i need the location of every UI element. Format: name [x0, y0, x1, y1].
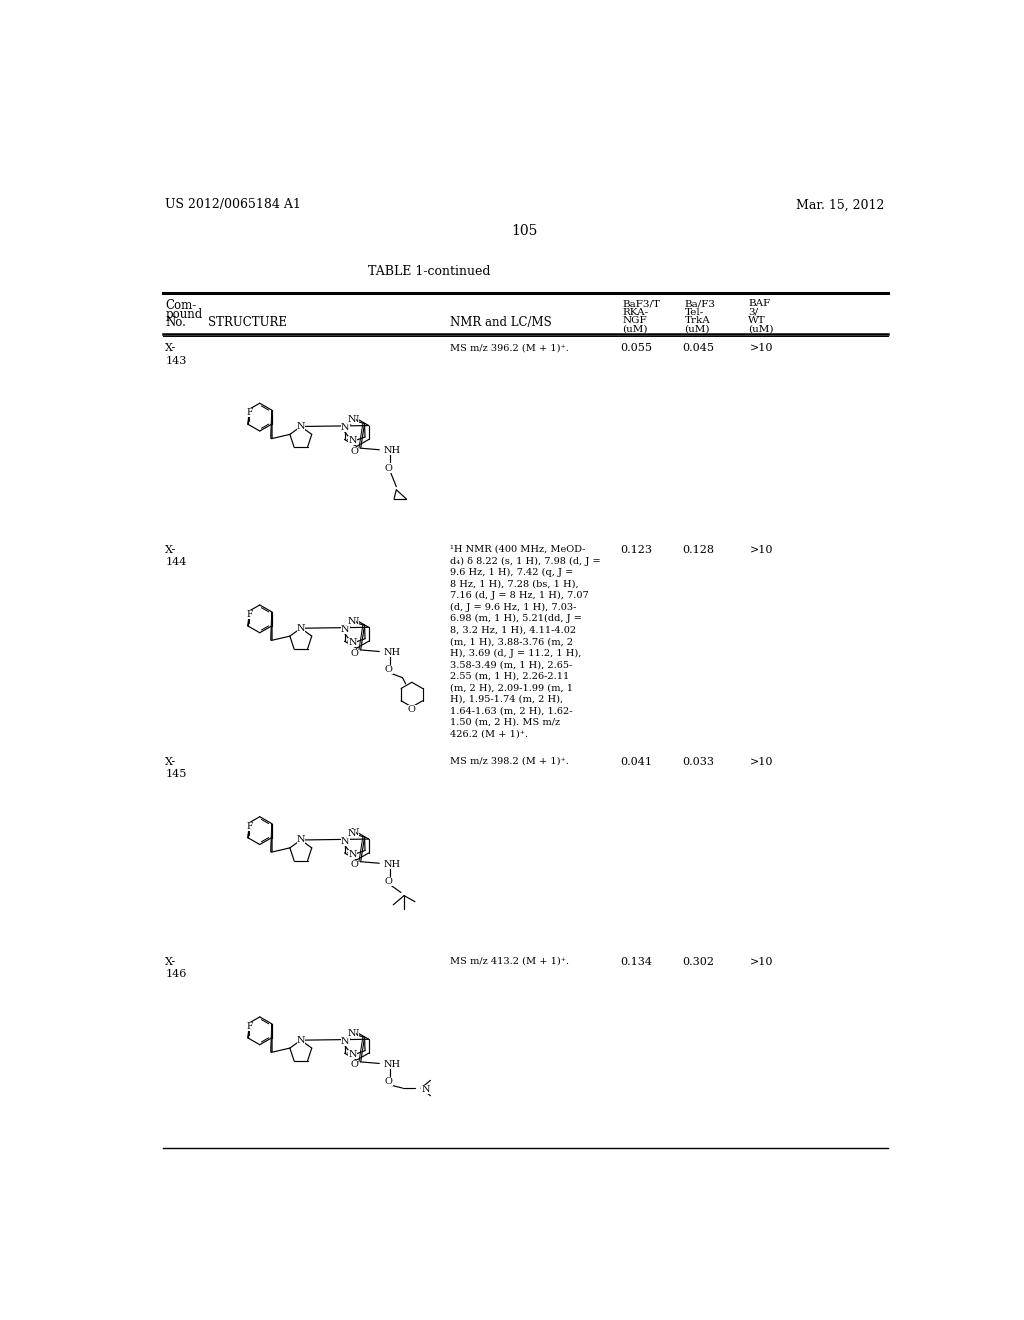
Text: N: N — [348, 850, 356, 859]
Text: N: N — [348, 638, 356, 647]
Text: NH: NH — [384, 1060, 401, 1069]
Text: 0.041: 0.041 — [621, 756, 652, 767]
Text: 0.123: 0.123 — [621, 545, 652, 554]
Text: 0.055: 0.055 — [621, 343, 652, 354]
Text: N: N — [351, 1028, 359, 1038]
Text: N: N — [348, 1049, 356, 1059]
Text: N: N — [421, 1085, 430, 1094]
Text: Ba/F3: Ba/F3 — [684, 300, 716, 309]
Text: US 2012/0065184 A1: US 2012/0065184 A1 — [165, 198, 301, 211]
Text: BAF: BAF — [748, 300, 770, 309]
Text: F: F — [247, 408, 253, 417]
Text: N: N — [348, 437, 356, 445]
Text: STRUCTURE: STRUCTURE — [208, 317, 287, 329]
Text: 3/: 3/ — [748, 308, 758, 317]
Text: ¹H NMR (400 MHz, MeOD-
d₄) δ 8.22 (s, 1 H), 7.98 (d, J =
9.6 Hz, 1 H), 7.42 (q, : ¹H NMR (400 MHz, MeOD- d₄) δ 8.22 (s, 1 … — [450, 545, 600, 738]
Text: WT: WT — [748, 317, 766, 325]
Text: N: N — [351, 829, 359, 837]
Text: O: O — [350, 861, 358, 870]
Text: X-
144: X- 144 — [165, 545, 186, 568]
Text: N: N — [347, 618, 355, 626]
Text: N: N — [341, 626, 349, 634]
Text: RKA-: RKA- — [623, 308, 648, 317]
Text: >10: >10 — [751, 957, 774, 966]
Text: O: O — [350, 648, 358, 657]
Text: 0.128: 0.128 — [682, 545, 715, 554]
Text: X-
143: X- 143 — [165, 343, 186, 366]
Text: 105: 105 — [512, 224, 538, 238]
Text: NH: NH — [384, 446, 401, 455]
Text: TrkA: TrkA — [684, 317, 711, 325]
Text: N: N — [351, 414, 359, 424]
Text: Mar. 15, 2012: Mar. 15, 2012 — [796, 198, 885, 211]
Text: N: N — [297, 836, 305, 845]
Text: 0.033: 0.033 — [682, 756, 715, 767]
Text: O: O — [408, 705, 416, 714]
Text: >10: >10 — [751, 343, 774, 354]
Text: (uM): (uM) — [684, 325, 710, 334]
Text: Com-: Com- — [165, 300, 197, 313]
Text: >10: >10 — [751, 545, 774, 554]
Text: N: N — [341, 837, 349, 846]
Text: MS m/z 398.2 (M + 1)⁺.: MS m/z 398.2 (M + 1)⁺. — [450, 756, 568, 766]
Text: NH: NH — [384, 648, 401, 657]
Text: (uM): (uM) — [623, 325, 648, 334]
Text: MS m/z 413.2 (M + 1)⁺.: MS m/z 413.2 (M + 1)⁺. — [450, 957, 568, 966]
Text: BaF3/T: BaF3/T — [623, 300, 660, 309]
Text: X-
146: X- 146 — [165, 957, 186, 979]
Text: N: N — [351, 616, 359, 626]
Text: N: N — [297, 624, 305, 632]
Text: F: F — [247, 821, 253, 830]
Text: X-
145: X- 145 — [165, 756, 186, 779]
Text: TABLE 1-continued: TABLE 1-continued — [369, 264, 490, 277]
Text: (uM): (uM) — [748, 325, 773, 334]
Text: NMR and LC/MS: NMR and LC/MS — [450, 317, 551, 329]
Text: O: O — [350, 446, 358, 455]
Text: NGF: NGF — [623, 317, 647, 325]
Text: N: N — [297, 422, 305, 432]
Text: N: N — [341, 424, 349, 433]
Text: Tel-: Tel- — [684, 308, 703, 317]
Text: O: O — [385, 1077, 392, 1086]
Text: N: N — [341, 1038, 349, 1045]
Text: >10: >10 — [751, 756, 774, 767]
Text: NH: NH — [384, 859, 401, 869]
Text: 0.302: 0.302 — [682, 957, 715, 966]
Text: N: N — [347, 829, 355, 838]
Text: pound: pound — [165, 308, 203, 321]
Text: 0.134: 0.134 — [621, 957, 652, 966]
Text: MS m/z 396.2 (M + 1)⁺.: MS m/z 396.2 (M + 1)⁺. — [450, 343, 568, 352]
Text: N: N — [297, 1036, 305, 1044]
Text: O: O — [350, 1060, 358, 1069]
Text: F: F — [247, 1022, 253, 1031]
Text: O: O — [385, 463, 392, 473]
Text: O: O — [385, 665, 392, 675]
Text: 0.045: 0.045 — [682, 343, 715, 354]
Text: No.: No. — [165, 317, 186, 329]
Text: F: F — [247, 610, 253, 619]
Text: N: N — [347, 1030, 355, 1038]
Text: O: O — [385, 878, 392, 886]
Text: N: N — [347, 416, 355, 424]
